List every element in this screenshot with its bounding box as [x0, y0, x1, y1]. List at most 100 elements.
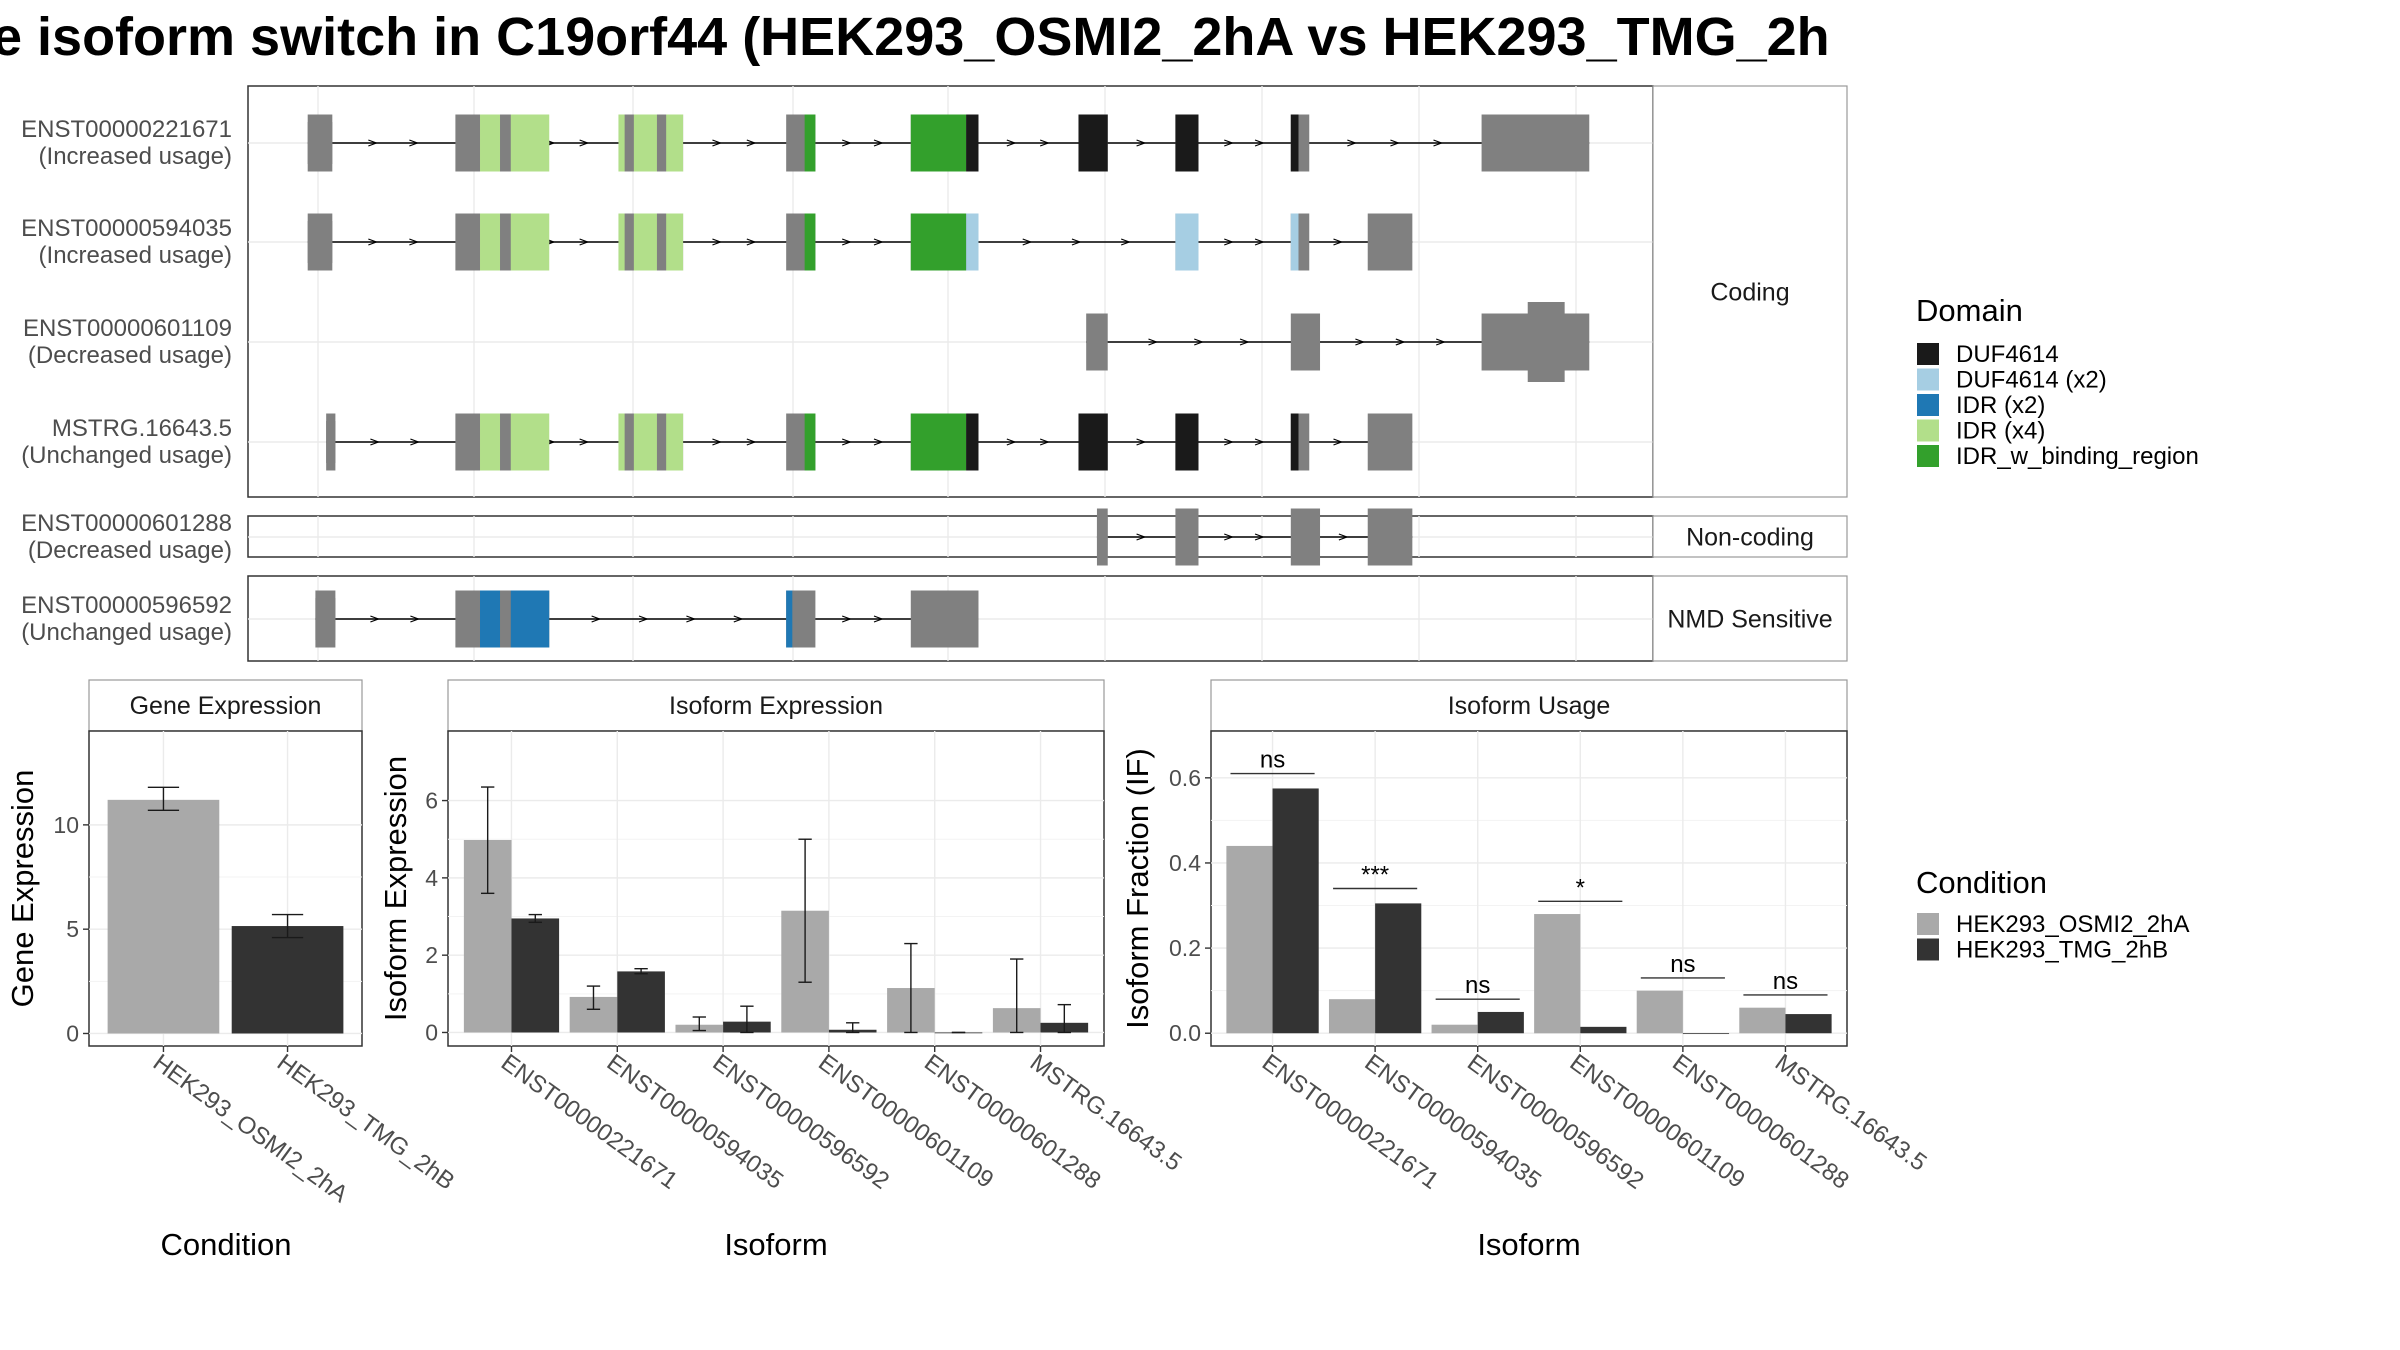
x-tick-label: ENST00000596592 [1462, 1049, 1648, 1195]
strand-arrow [1136, 139, 1147, 147]
strand-arrow [686, 615, 697, 623]
x-tick-label: ENST00000596592 [708, 1049, 894, 1195]
error-bar [740, 1005, 754, 1034]
strand-arrow [1224, 238, 1234, 246]
strand-arrow [1254, 533, 1265, 541]
exon [1367, 413, 1413, 471]
strand-arrow [873, 438, 884, 446]
chart-strip [447, 679, 1105, 732]
y-tick-label: 0 [66, 1020, 79, 1046]
strand-arrow [733, 615, 744, 623]
domain-idr-x4- [618, 114, 625, 172]
domain-idr-x4- [480, 114, 501, 172]
y-tick-label: 0 [425, 1019, 438, 1045]
error-bar [634, 967, 648, 975]
x-axis-title: Isoform [724, 1227, 827, 1262]
transcript-ENST00000596592: ENST00000596592(Unchanged usage) [21, 590, 979, 648]
y-tick-label: 0.4 [1169, 850, 1201, 876]
strand-arrow [579, 438, 590, 446]
domain-duf4614-x2- [1290, 213, 1299, 271]
domain-idr-x4- [510, 213, 550, 271]
bar [1272, 788, 1319, 1034]
domain-legend-swatch [1917, 368, 1939, 391]
domain-duf4614 [1078, 413, 1108, 471]
error-bar [798, 838, 812, 983]
domain-idr-x4- [618, 213, 625, 271]
strand-arrow [873, 615, 884, 623]
chart-strip [88, 679, 363, 732]
strand-arrow [410, 615, 421, 623]
domain-idr-w-binding-region [804, 213, 816, 271]
domain-legend-swatch [1917, 445, 1939, 467]
strand-arrow [368, 139, 379, 147]
error-bar [147, 786, 180, 811]
transcript-id-label: MSTRG.16643.5 [52, 415, 232, 442]
bar [1682, 1033, 1730, 1035]
domain-legend-title: Domain [1916, 293, 2023, 328]
domain-idr-x4- [666, 413, 684, 471]
strand-arrow [1006, 139, 1017, 147]
error-bar [904, 942, 918, 1034]
strand-arrow [841, 438, 852, 446]
strand-arrow [1395, 338, 1406, 346]
domain-idr-w-binding-region [910, 114, 967, 172]
y-tick-label: 5 [66, 916, 79, 942]
x-tick-label: ENST00000594035 [1360, 1049, 1546, 1195]
transcript-status-label: (Decreased usage) [28, 342, 232, 369]
bar [1636, 990, 1683, 1034]
condition-legend-label: HEK293_OSMI2_2hA [1956, 911, 2189, 938]
error-bar [528, 913, 542, 924]
strand-arrow [1022, 238, 1033, 246]
y-axis-title: Gene Expression [5, 770, 40, 1008]
domain-legend-label: IDR_w_binding_region [1956, 443, 2199, 470]
error-bar [846, 1022, 860, 1034]
strand-arrow [1039, 438, 1050, 446]
bar [1534, 914, 1581, 1034]
strand-arrow [746, 139, 757, 147]
bar [1785, 1014, 1832, 1034]
panel-strip-label: NMD Sensitive [1667, 606, 1832, 634]
transcript-ENST00000601109: ENST00000601109(Decreased usage) [23, 302, 1590, 382]
domain-legend-label: IDR (x4) [1956, 418, 2045, 445]
strand-arrow [841, 615, 852, 623]
bar [1739, 1007, 1786, 1034]
condition-legend-swatch [1917, 938, 1939, 961]
significance-label: *** [1361, 862, 1389, 889]
transcript-id-label: ENST00000221671 [21, 116, 232, 143]
panel-strip [1652, 85, 1848, 498]
domain-legend-swatch [1917, 343, 1939, 365]
domain-idr-x4- [510, 413, 550, 471]
strand-arrow [579, 139, 590, 147]
domain-idr-w-binding-region [804, 413, 816, 471]
transcript-panel-nmd-sensitive: NMD Sensitive ENST00000596592(Unchanged u… [21, 575, 1848, 662]
strand-arrow [1333, 238, 1344, 246]
y-tick-label: 2 [425, 942, 438, 968]
panel-strip [1652, 575, 1848, 662]
chart-title: Gene Expression [130, 692, 322, 720]
error-bar [1057, 1003, 1071, 1034]
domain-idr-x4- [633, 114, 657, 172]
x-tick-label: ENST00000601109 [813, 1049, 998, 1194]
x-tick-label: ENST00000601109 [1565, 1049, 1750, 1194]
panel-strip-label: Non-coding [1686, 524, 1814, 552]
transcript-status-label: (Decreased usage) [28, 537, 232, 564]
transcript-status-label: (Unchanged usage) [21, 442, 232, 469]
significance-label: ns [1670, 951, 1695, 978]
exon [1175, 508, 1199, 566]
exon [1367, 213, 1413, 271]
strand-arrow [1006, 438, 1017, 446]
domain-duf4614 [1290, 413, 1299, 471]
strand-arrow [1136, 533, 1147, 541]
bar-charts: Gene Expression0510HEK293_OSMI2_2hAHEK29… [5, 679, 1931, 1262]
panel-strip-label: Coding [1710, 279, 1789, 307]
y-tick-label: 0.6 [1169, 765, 1201, 791]
chart-title: Isoform Expression [669, 692, 883, 720]
x-tick-label: ENST00000594035 [602, 1049, 788, 1195]
strand-arrow [1120, 238, 1131, 246]
strand-arrow [712, 438, 723, 446]
condition-legend-label: HEK293_TMG_2hB [1956, 937, 2168, 964]
x-axis-title: Condition [161, 1227, 292, 1262]
strand-arrow [1435, 338, 1446, 346]
